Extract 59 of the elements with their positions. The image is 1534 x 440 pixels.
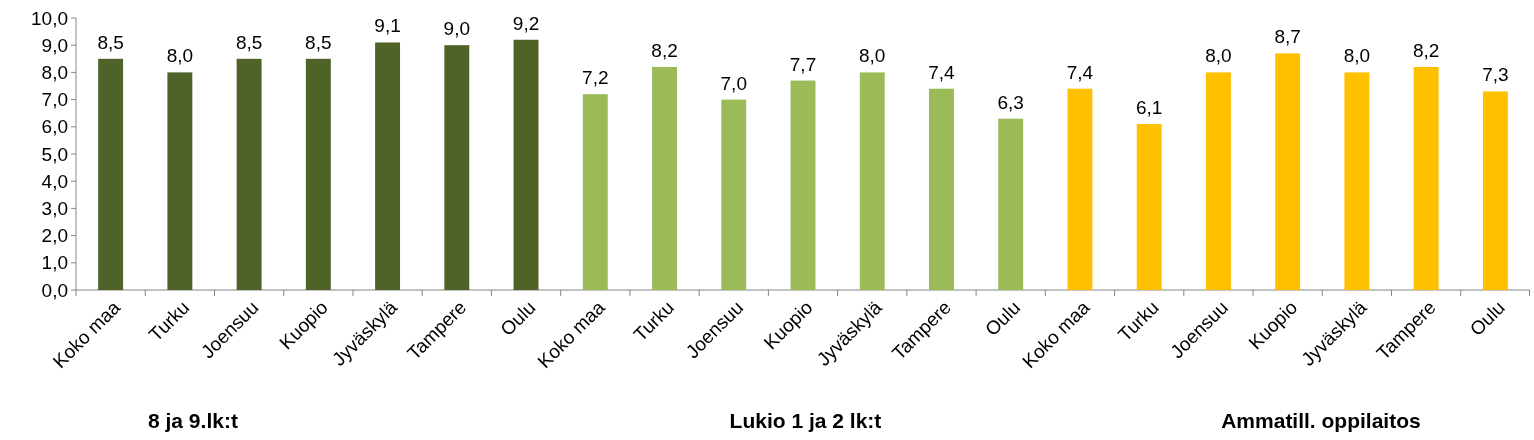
- data-label: 6,3: [997, 91, 1024, 113]
- bar: [1482, 91, 1508, 290]
- bar: [1136, 124, 1162, 290]
- bar: [513, 39, 539, 290]
- y-tick-label: 3,0: [41, 198, 68, 220]
- bar: [98, 58, 124, 290]
- bar: [167, 72, 193, 290]
- bar: [652, 66, 677, 290]
- data-label: 9,1: [374, 15, 401, 37]
- bar: [721, 99, 747, 290]
- bar: [859, 72, 885, 290]
- data-label: 8,0: [859, 45, 886, 67]
- bar: [1413, 66, 1439, 290]
- data-label: 8,0: [1343, 45, 1371, 67]
- y-tick-label: 5,0: [41, 143, 68, 165]
- y-tick-label: 7,0: [41, 89, 68, 111]
- y-tick-label: 2,0: [41, 225, 68, 247]
- data-label: 9,2: [512, 12, 540, 34]
- data-label: 8,5: [305, 31, 332, 53]
- text: Lukio 1 ja 2 lk:t: [729, 409, 882, 432]
- y-tick-label: 0,0: [41, 279, 68, 301]
- x-tick-label: Oulu: [1465, 296, 1509, 340]
- y-tick-label: 6,0: [41, 116, 68, 138]
- bar: [305, 58, 331, 290]
- bar: [444, 45, 470, 290]
- data-label: 7,4: [928, 61, 956, 83]
- data-label: 8,2: [1412, 39, 1440, 61]
- data-label: 9,0: [443, 18, 471, 40]
- data-label: 6,1: [1135, 97, 1163, 119]
- text: 8 ja 9.lk:t: [148, 409, 238, 432]
- y-tick-label: 10,0: [31, 7, 68, 29]
- data-label: 7,3: [1482, 64, 1509, 86]
- data-label: 7,2: [582, 67, 609, 89]
- data-label: 8,5: [235, 31, 263, 53]
- bar: [1275, 53, 1301, 290]
- y-tick-label: 4,0: [41, 170, 68, 192]
- bar: [236, 58, 262, 290]
- data-label: 8,2: [651, 39, 678, 61]
- data-label: 8,0: [1205, 45, 1232, 67]
- text: Ammatill. oppilaitos: [1221, 409, 1421, 432]
- data-label: 7,4: [1066, 61, 1094, 83]
- x-tick-label: Oulu: [496, 296, 540, 340]
- bar: [582, 94, 608, 290]
- bar: [998, 118, 1024, 290]
- y-tick-label: 8,0: [41, 62, 68, 84]
- data-label: 7,7: [789, 53, 817, 75]
- y-tick-label: 9,0: [41, 34, 68, 56]
- data-label: 8,5: [97, 31, 124, 53]
- data-label: 8,7: [1274, 26, 1301, 48]
- bar: [1205, 72, 1231, 290]
- bar: [790, 80, 816, 290]
- data-label: 7,0: [720, 72, 747, 94]
- bar: [375, 42, 401, 290]
- bar: [1344, 72, 1370, 290]
- bar: [929, 88, 954, 290]
- bar: [1067, 88, 1093, 290]
- data-label: 8,0: [166, 45, 194, 67]
- x-tick-label: Oulu: [981, 296, 1025, 340]
- y-tick-label: 1,0: [41, 252, 68, 274]
